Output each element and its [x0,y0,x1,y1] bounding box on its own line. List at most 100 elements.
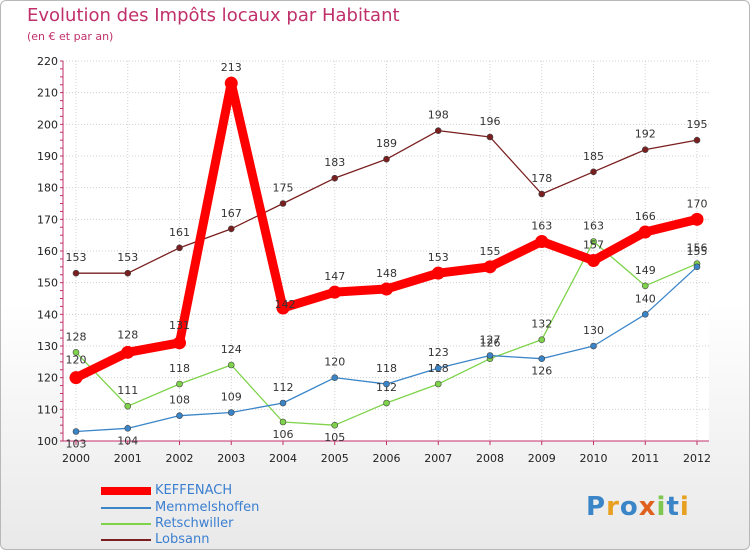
x-tick-label: 2009 [528,452,556,465]
data-point-keffenach [483,260,497,274]
data-point-lobsann [434,127,442,134]
y-tick-label: 150 [37,277,58,290]
data-label-memmelshoffen: 104 [117,434,138,447]
data-label-retschwiller: 105 [324,431,345,444]
data-label-keffenach: 147 [324,270,345,283]
x-tick-label: 2001 [114,452,142,465]
data-point-lobsann [227,225,235,233]
data-point-retschwiller [124,402,132,410]
data-label-retschwiller: 112 [376,381,397,394]
y-tick-label: 120 [37,372,58,385]
data-label-keffenach: 131 [169,319,190,332]
data-label-retschwiller: 128 [66,330,87,343]
x-tick-label: 2008 [476,452,504,465]
y-tick-label: 140 [37,308,58,321]
x-tick-label: 2012 [683,452,711,465]
x-tick-label: 2005 [321,452,349,465]
legend-swatch [101,507,151,509]
legend-label: KEFFENACH [155,483,233,498]
x-tick-label: 2000 [62,452,90,465]
data-point-lobsann [383,155,390,163]
data-label-keffenach: 142 [275,298,296,311]
legend-label: Retschwiller [155,516,234,531]
data-label-keffenach: 157 [583,239,604,252]
data-label-retschwiller: 156 [687,242,708,255]
y-tick-label: 170 [37,213,58,226]
data-point-keffenach [69,371,83,385]
data-label-memmelshoffen: 126 [531,365,552,378]
data-label-lobsann: 196 [480,115,501,128]
y-tick-label: 200 [37,118,58,131]
data-label-memmelshoffen: 123 [428,346,449,359]
chart-subtitle: (en € et par an) [27,30,114,43]
data-point-keffenach [638,225,652,239]
data-point-memmelshoffen [641,311,649,318]
data-label-keffenach: 128 [117,328,138,341]
data-point-lobsann [693,136,701,144]
data-label-memmelshoffen: 127 [480,334,501,347]
x-tick-label: 2006 [373,452,401,465]
data-point-lobsann [331,174,339,182]
data-label-lobsann: 153 [117,251,138,264]
data-label-lobsann: 161 [169,226,190,239]
data-point-retschwiller [227,361,235,369]
data-point-keffenach [380,282,393,296]
data-point-keffenach [431,266,445,280]
data-label-lobsann: 198 [428,109,449,122]
data-point-memmelshoffen [693,263,701,271]
data-point-retschwiller [641,282,649,290]
x-tick-label: 2002 [166,452,194,465]
chart-title: Evolution des Impôts locaux par Habitant [27,5,400,26]
data-point-lobsann [538,190,546,198]
y-tick-label: 220 [37,55,58,68]
data-label-lobsann: 185 [583,150,604,163]
data-point-memmelshoffen [383,380,390,388]
data-point-retschwiller [383,399,390,407]
y-tick-label: 130 [37,340,58,353]
x-tick-label: 2004 [269,452,297,465]
data-label-lobsann: 178 [531,172,552,185]
data-point-memmelshoffen [331,374,339,381]
data-label-retschwiller: 118 [169,362,190,375]
legend-label: Memmelshoffen [155,500,260,515]
data-label-retschwiller: 163 [583,220,604,233]
data-label-memmelshoffen: 130 [583,324,604,337]
data-point-retschwiller [538,336,546,343]
data-label-lobsann: 192 [635,128,656,141]
data-point-retschwiller [279,418,287,426]
data-label-lobsann: 175 [273,182,294,195]
data-point-keffenach [276,301,290,315]
legend-swatch [101,523,151,525]
y-tick-label: 180 [37,182,58,195]
data-label-retschwiller: 124 [221,343,242,356]
data-label-memmelshoffen: 108 [169,394,190,407]
data-point-keffenach [121,345,135,359]
data-label-keffenach: 166 [635,210,656,223]
y-tick-label: 110 [37,403,58,416]
data-point-memmelshoffen [176,412,183,419]
data-point-memmelshoffen [124,425,132,432]
data-point-keffenach [587,254,600,267]
data-label-memmelshoffen: 103 [66,438,87,451]
data-point-memmelshoffen [72,428,80,435]
data-point-keffenach [173,336,186,350]
data-point-lobsann [486,133,494,141]
data-point-retschwiller [590,238,597,245]
data-point-keffenach [535,235,549,248]
data-point-lobsann [590,168,597,176]
y-tick-label: 210 [37,87,58,100]
data-point-memmelshoffen [279,399,287,407]
x-tick-label: 2007 [424,452,452,465]
data-point-memmelshoffen [538,355,546,362]
data-point-lobsann [279,200,287,207]
data-label-memmelshoffen: 120 [324,356,345,369]
data-label-lobsann: 189 [376,137,397,150]
data-label-lobsann: 195 [687,118,708,131]
data-label-memmelshoffen: 140 [635,292,656,305]
legend-item-memmelshoffen: Memmelshoffen [101,500,321,516]
legend-item-lobsann: Lobsann [101,532,321,548]
proxiti-logo: Proxiti [586,492,690,522]
data-point-retschwiller [331,421,339,429]
data-point-lobsann [176,244,183,252]
